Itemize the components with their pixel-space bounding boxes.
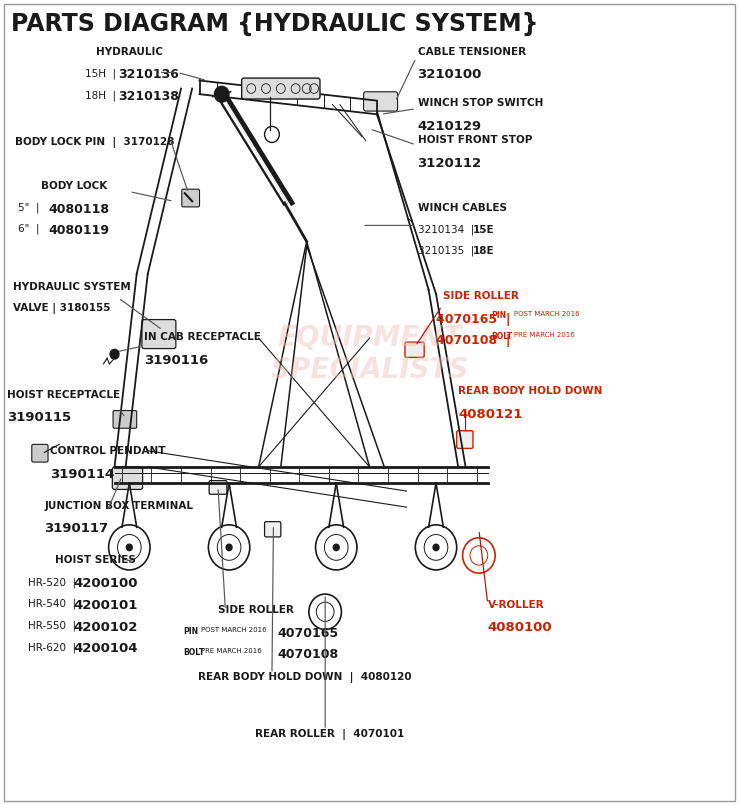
Text: 4200104: 4200104	[74, 642, 138, 655]
Circle shape	[333, 544, 339, 551]
Text: PARTS DIAGRAM {HYDRAULIC SYSTEM}: PARTS DIAGRAM {HYDRAULIC SYSTEM}	[11, 12, 539, 36]
Text: CABLE TENSIONER: CABLE TENSIONER	[418, 47, 525, 56]
Text: HR-620  |: HR-620 |	[28, 642, 83, 653]
Text: PRE MARCH 2016: PRE MARCH 2016	[201, 648, 262, 654]
Text: 3190116: 3190116	[144, 354, 208, 367]
FancyBboxPatch shape	[112, 467, 143, 489]
FancyBboxPatch shape	[182, 189, 200, 207]
Text: 3210136: 3210136	[118, 68, 179, 81]
Text: 3120112: 3120112	[418, 157, 482, 170]
Circle shape	[110, 349, 119, 359]
Text: 4200102: 4200102	[74, 621, 138, 634]
Text: 4080119: 4080119	[48, 224, 109, 237]
Text: HYDRAULIC: HYDRAULIC	[96, 47, 163, 56]
Text: BODY LOCK: BODY LOCK	[41, 181, 107, 191]
Text: 3210135  |: 3210135 |	[418, 246, 474, 256]
Text: REAR BODY HOLD DOWN: REAR BODY HOLD DOWN	[458, 386, 602, 396]
Text: SIDE ROLLER: SIDE ROLLER	[443, 291, 520, 301]
Text: REAR BODY HOLD DOWN  |  4080120: REAR BODY HOLD DOWN | 4080120	[198, 672, 412, 683]
FancyBboxPatch shape	[405, 342, 424, 357]
Text: 15E: 15E	[473, 225, 494, 234]
Text: 15H  |: 15H |	[85, 68, 116, 79]
FancyBboxPatch shape	[265, 522, 281, 537]
Text: HR-540  |: HR-540 |	[28, 599, 83, 609]
Text: 3190115: 3190115	[7, 411, 72, 424]
Text: HR-550  |: HR-550 |	[28, 621, 83, 631]
Text: PIN: PIN	[491, 311, 506, 320]
Text: IN CAB RECEPTACLE: IN CAB RECEPTACLE	[144, 332, 261, 342]
Text: EQUIPMENT
SPECIALISTS: EQUIPMENT SPECIALISTS	[270, 324, 469, 385]
Text: 3210134  |: 3210134 |	[418, 225, 474, 235]
Text: HOIST RECEPTACLE: HOIST RECEPTACLE	[7, 390, 120, 399]
Text: 4070165  |: 4070165 |	[436, 313, 511, 326]
Circle shape	[226, 544, 232, 551]
FancyBboxPatch shape	[32, 444, 48, 462]
FancyBboxPatch shape	[364, 92, 398, 111]
Text: 3210138: 3210138	[118, 90, 179, 103]
Text: 4070108: 4070108	[277, 648, 338, 661]
Text: HOIST FRONT STOP: HOIST FRONT STOP	[418, 135, 532, 145]
Text: POST MARCH 2016: POST MARCH 2016	[514, 311, 579, 316]
Text: 18E: 18E	[473, 246, 494, 255]
Text: POST MARCH 2016: POST MARCH 2016	[201, 627, 267, 633]
Text: SIDE ROLLER: SIDE ROLLER	[218, 605, 294, 615]
FancyBboxPatch shape	[209, 481, 227, 494]
Text: 4080121: 4080121	[458, 408, 522, 421]
FancyBboxPatch shape	[457, 431, 473, 448]
Text: 4200101: 4200101	[74, 599, 138, 612]
Text: HOIST SERIES: HOIST SERIES	[55, 555, 136, 565]
Text: BOLT: BOLT	[491, 332, 513, 341]
Text: JUNCTION BOX TERMINAL: JUNCTION BOX TERMINAL	[44, 501, 194, 510]
Circle shape	[126, 544, 132, 551]
Text: PIN: PIN	[183, 627, 198, 636]
Text: HR-520  |: HR-520 |	[28, 577, 83, 588]
Text: BODY LOCK PIN  |  3170128: BODY LOCK PIN | 3170128	[15, 137, 174, 148]
FancyBboxPatch shape	[113, 411, 137, 428]
Text: 5"  |: 5" |	[18, 203, 40, 213]
Text: 4200100: 4200100	[74, 577, 138, 590]
Text: 4080118: 4080118	[48, 203, 109, 216]
Text: 3190114: 3190114	[50, 468, 115, 481]
Text: 4210129: 4210129	[418, 120, 482, 133]
Circle shape	[433, 544, 439, 551]
Text: VALVE | 3180155: VALVE | 3180155	[13, 303, 111, 315]
Text: PRE MARCH 2016: PRE MARCH 2016	[514, 332, 574, 337]
Text: 4070108  |: 4070108 |	[436, 334, 511, 347]
Text: REAR ROLLER  |  4070101: REAR ROLLER | 4070101	[255, 729, 404, 740]
Text: WINCH CABLES: WINCH CABLES	[418, 203, 506, 213]
Text: 3210100: 3210100	[418, 68, 482, 81]
Text: CONTROL PENDANT: CONTROL PENDANT	[50, 446, 166, 456]
Text: 3190117: 3190117	[44, 522, 109, 535]
Text: 6"  |: 6" |	[18, 224, 40, 234]
Circle shape	[214, 86, 229, 102]
Text: WINCH STOP SWITCH: WINCH STOP SWITCH	[418, 98, 543, 108]
Text: 4070165: 4070165	[277, 627, 338, 640]
Text: V-ROLLER: V-ROLLER	[488, 600, 545, 609]
Text: HYDRAULIC SYSTEM: HYDRAULIC SYSTEM	[13, 282, 131, 291]
Text: BOLT: BOLT	[183, 648, 205, 657]
FancyBboxPatch shape	[142, 320, 176, 349]
Text: 18H  |: 18H |	[85, 90, 116, 101]
Text: 4080100: 4080100	[488, 621, 552, 634]
FancyBboxPatch shape	[242, 78, 320, 99]
